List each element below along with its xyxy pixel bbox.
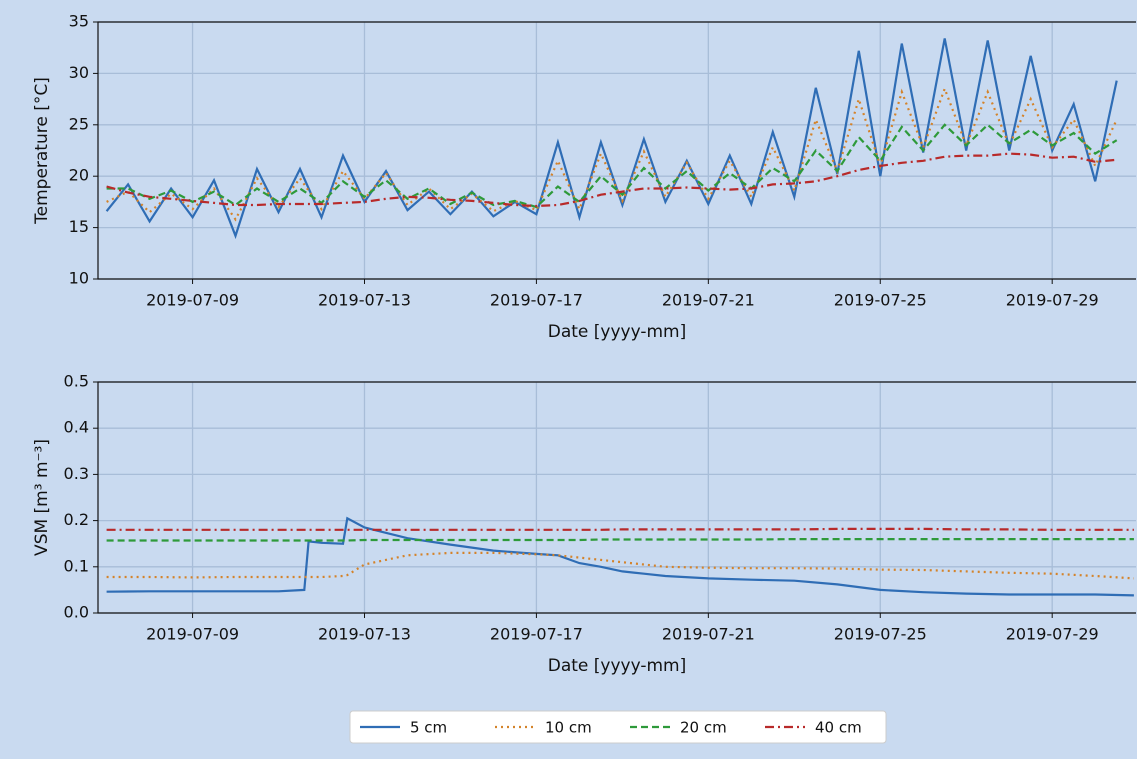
series-line [106,551,1134,580]
x-tick-label: 2019-07-09 [146,291,239,310]
y-tick-label: 25 [69,114,89,133]
x-tick-label: 2019-07-17 [490,625,583,644]
axes-frame [97,381,1136,614]
plot-area [98,22,1136,279]
x-axis-label: Date [yyyy-mm] [548,322,687,342]
series-line [106,152,1117,208]
y-tick-label: 0.2 [64,510,89,529]
y-axis-label: Temperature [°C] [32,77,52,225]
y-tick-label: 0.5 [64,372,89,391]
series-line [106,123,1118,209]
legend: 5 cm 10 cm 20 cm 40 cm [349,710,887,744]
x-tick-label: 2019-07-13 [318,625,411,644]
x-tick-label: 2019-07-17 [490,291,583,310]
y-axis-label: VSM [m³ m⁻³] [32,439,52,556]
y-tick-label: 0.1 [64,556,89,575]
series-line [106,516,1134,597]
series-line [106,538,1134,542]
y-tick-label: 20 [69,166,89,185]
y-tick-label: 35 [69,12,89,31]
legend-label: 5 cm [410,719,447,737]
plot-area [98,382,1136,613]
series-line [106,527,1134,531]
axes-frame [97,21,1136,280]
legend-label: 20 cm [680,719,727,737]
legend-label: 10 cm [545,719,592,737]
x-tick-label: 2019-07-25 [834,625,927,644]
x-tick-label: 2019-07-29 [1006,291,1099,310]
x-axis-label: Date [yyyy-mm] [548,656,687,676]
legend-box [349,710,887,744]
y-tick-label: 0.0 [64,603,89,622]
x-tick-label: 2019-07-21 [662,291,755,310]
x-tick-label: 2019-07-29 [1006,625,1099,644]
x-tick-label: 2019-07-25 [834,291,927,310]
y-tick-label: 10 [69,269,89,288]
y-tick-label: 15 [69,217,89,236]
y-tick-label: 0.3 [64,464,89,483]
series-line [105,38,1118,240]
series-line [106,85,1118,222]
y-tick-label: 0.4 [64,418,89,437]
x-tick-label: 2019-07-09 [146,625,239,644]
y-tick-label: 30 [69,63,89,82]
legend-label: 40 cm [815,719,862,737]
x-tick-label: 2019-07-21 [662,625,755,644]
x-tick-label: 2019-07-13 [318,291,411,310]
